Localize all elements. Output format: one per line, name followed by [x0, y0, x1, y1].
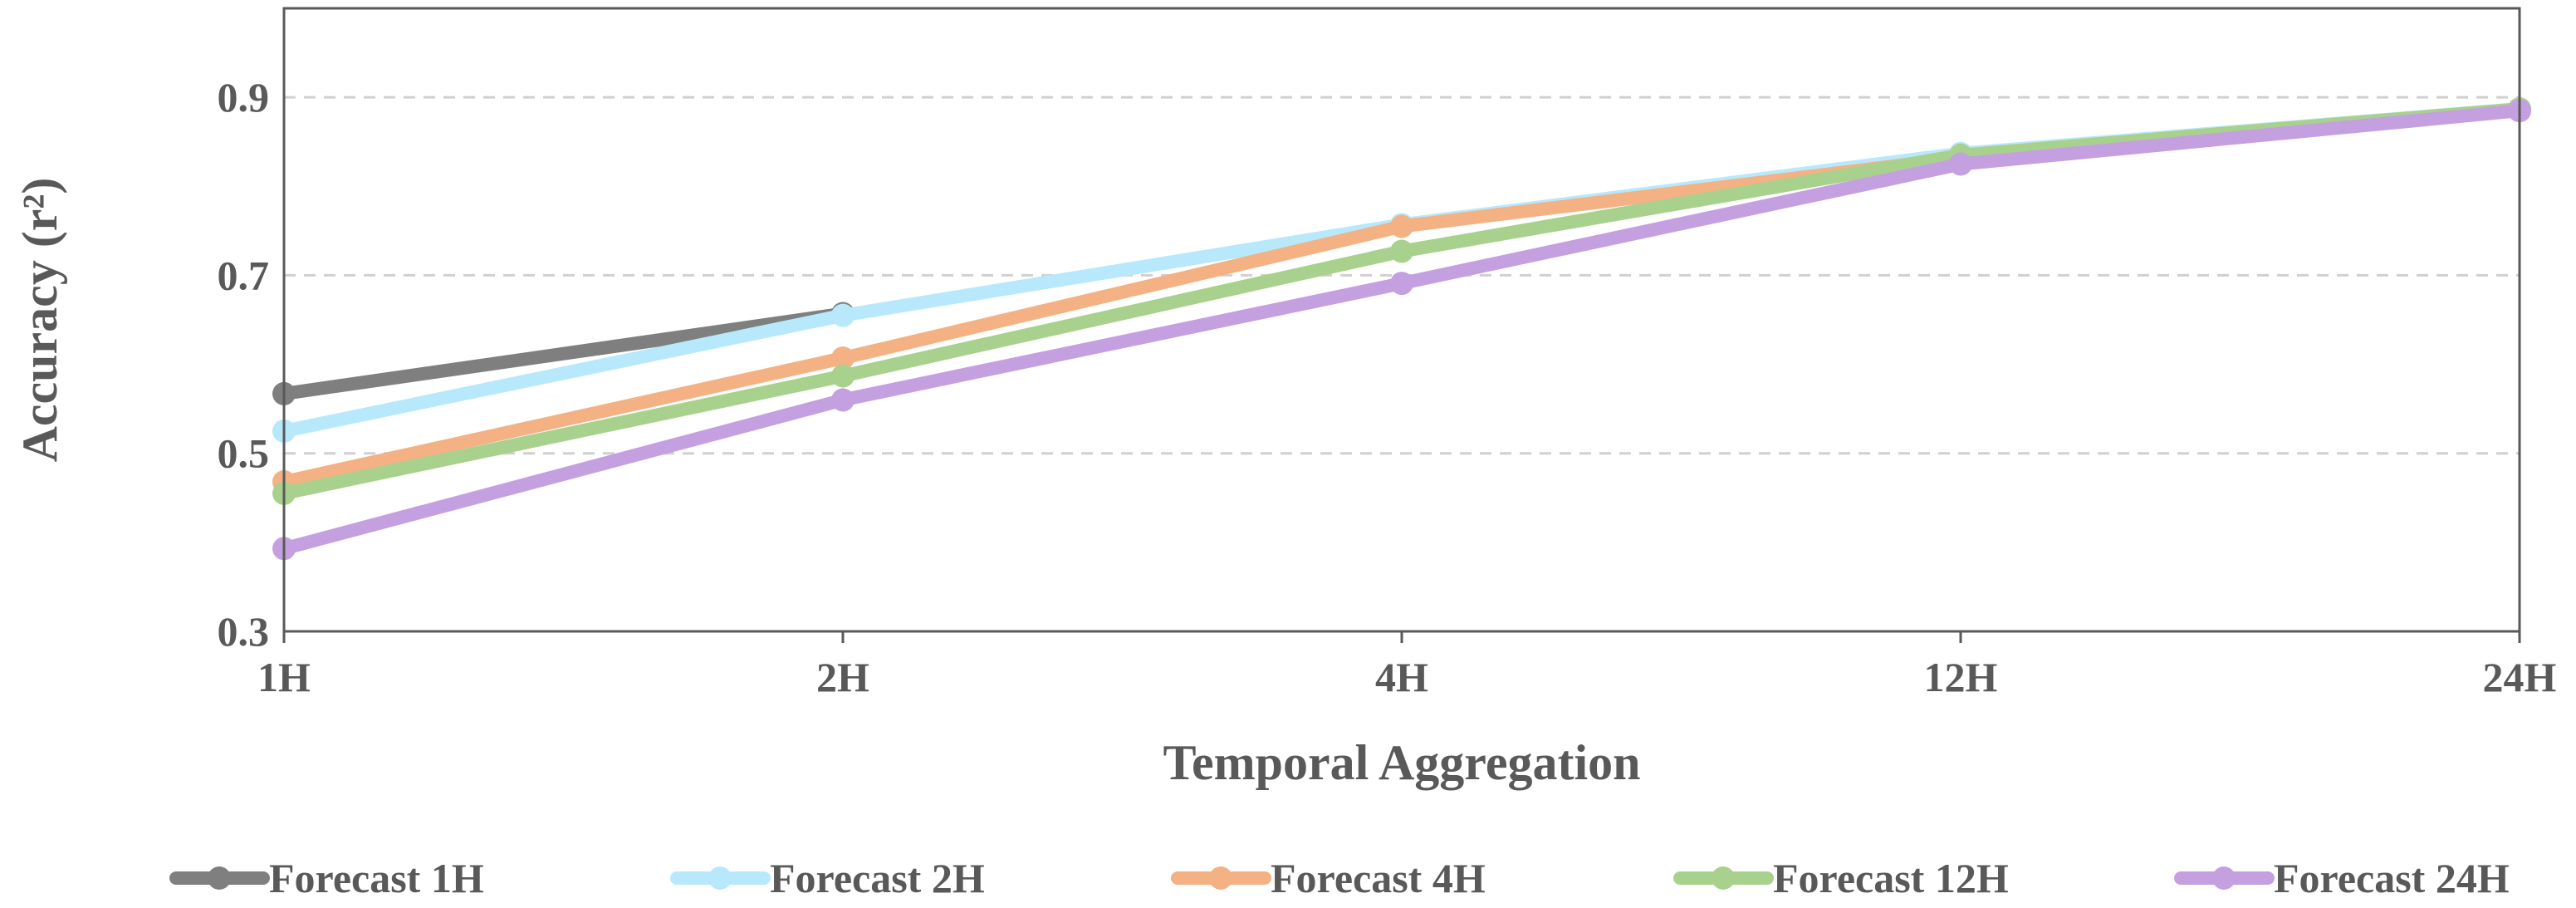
legend-swatch-marker [1712, 866, 1735, 890]
x-tick-label: 2H [816, 654, 869, 700]
plot-area-border [282, 7, 2521, 633]
legend-swatch-marker [208, 866, 231, 890]
data-point [1390, 239, 1413, 263]
y-axis-title: Accuracy (r²) [12, 178, 67, 463]
series-layer [272, 97, 2531, 561]
series-line [277, 307, 850, 400]
y-tick-label: 0.5 [218, 430, 270, 477]
series-line [277, 104, 2526, 556]
legend-label: Forecast 4H [1271, 855, 1486, 901]
legend-item: Forecast 12H [1673, 855, 2009, 901]
y-axis-ticks: 0.3 0.5 0.7 0.9 [218, 74, 270, 655]
legend-swatch-marker [1209, 866, 1232, 890]
series-line [277, 102, 2526, 500]
legend-item: Forecast 24H [2174, 855, 2510, 901]
data-point [831, 364, 855, 388]
x-axis-title: Temporal Aggregation [1163, 735, 1640, 790]
legend-item: Forecast 4H [1171, 855, 1486, 901]
data-point [831, 346, 855, 371]
legend-item: Forecast 2H [670, 855, 985, 901]
legend-swatch-marker [2212, 866, 2236, 890]
legend-swatch-marker [708, 866, 732, 890]
series-line [277, 102, 2526, 438]
x-axis-ticks: 1H 2H 4H 12H 24H [257, 631, 2557, 700]
data-point [831, 303, 855, 327]
series-forecast-4h [272, 99, 2531, 493]
data-point [1949, 152, 1972, 176]
legend-label: Forecast 24H [2274, 855, 2510, 901]
legend: Forecast 1H Forecast 2H Forecast 4H Forecas… [169, 855, 2510, 901]
x-tick-label: 4H [1375, 654, 1428, 700]
series-forecast-24h [272, 99, 2531, 561]
x-tick-label: 24H [2483, 654, 2557, 700]
series-forecast-12h [272, 97, 2531, 505]
data-point [831, 388, 855, 412]
y-tick-label: 0.9 [218, 74, 270, 120]
legend-label: Forecast 2H [770, 855, 985, 901]
series-forecast-2h [272, 97, 2531, 443]
legend-label: Forecast 1H [269, 855, 484, 901]
y-tick-label: 0.7 [218, 252, 270, 298]
x-tick-label: 12H [1924, 654, 1998, 700]
data-point [1390, 214, 1413, 238]
x-tick-label: 1H [257, 654, 311, 700]
y-tick-label: 0.3 [218, 608, 270, 655]
legend-label: Forecast 12H [1773, 855, 2009, 901]
legend-item: Forecast 1H [169, 855, 484, 901]
data-point [1390, 272, 1413, 296]
